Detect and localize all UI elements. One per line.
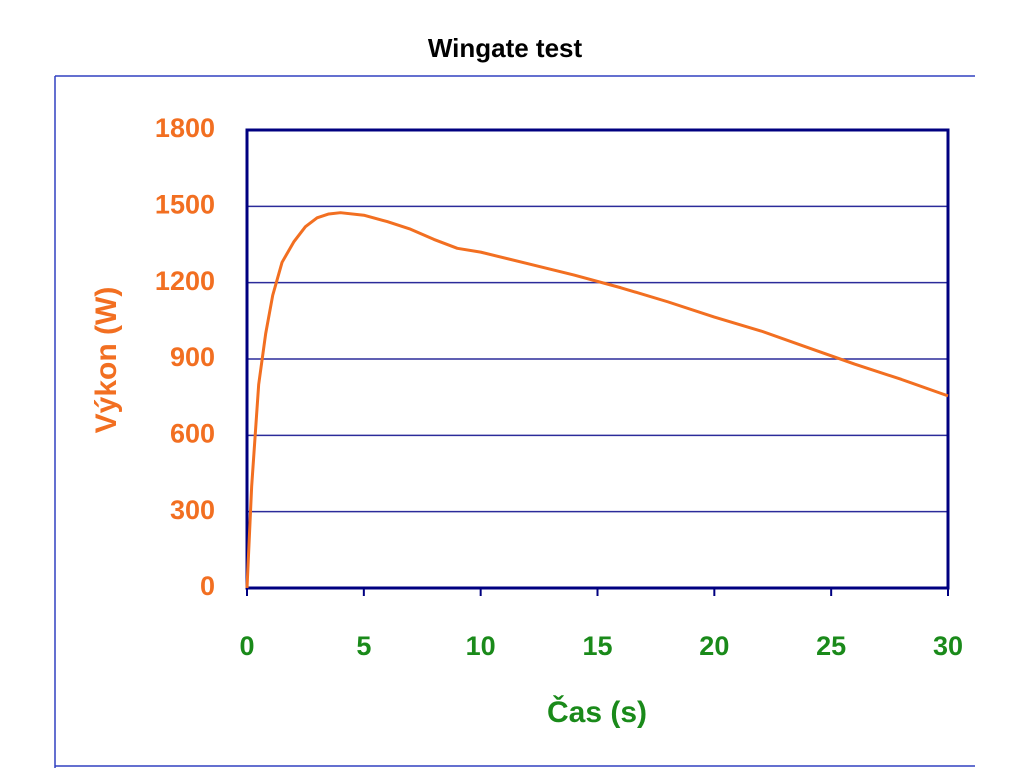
data-line [245, 211, 949, 589]
x-tick-label: 5 [356, 631, 371, 661]
y-tick-label: 300 [170, 495, 215, 525]
x-tick-label: 10 [466, 631, 496, 661]
y-tick-label: 1800 [155, 113, 215, 143]
plot-border [245, 128, 950, 590]
chart-title: Wingate test [428, 33, 583, 63]
x-tick-label: 30 [933, 631, 963, 661]
x-tick-label: 0 [239, 631, 254, 661]
y-tick-label: 900 [170, 342, 215, 372]
x-axis-label: Čas (s) [547, 695, 647, 729]
y-tick-label: 0 [200, 571, 215, 601]
x-tick-label: 15 [582, 631, 612, 661]
x-tick-label: 20 [699, 631, 729, 661]
y-axis-label: Výkon (W) [90, 287, 123, 434]
y-tick-label: 1500 [155, 189, 215, 219]
x-tick-label: 25 [816, 631, 846, 661]
y-tick-label: 1200 [155, 266, 215, 296]
y-tick-label: 600 [170, 418, 215, 448]
